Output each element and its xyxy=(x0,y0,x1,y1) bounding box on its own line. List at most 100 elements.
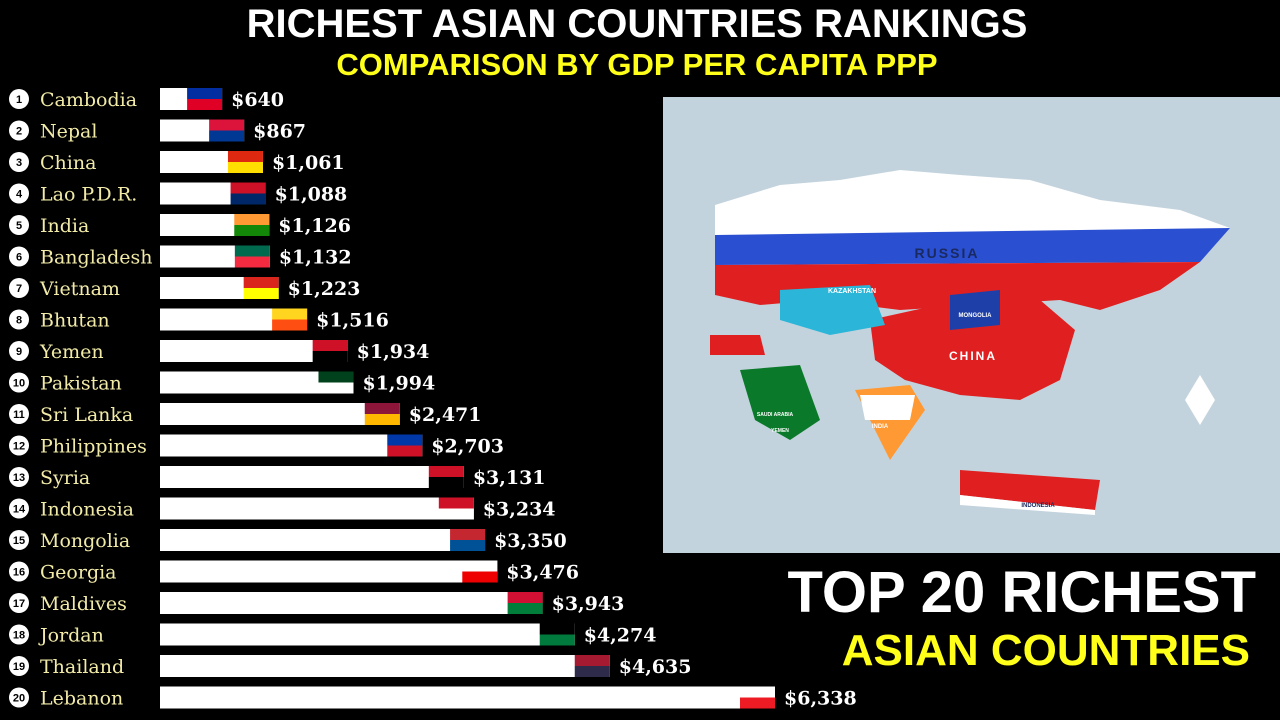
flag xyxy=(230,182,266,194)
flag xyxy=(387,445,423,457)
flag xyxy=(438,497,474,509)
value-label: $4,635 xyxy=(619,656,692,678)
map-indonesia xyxy=(960,470,1100,510)
flag xyxy=(227,151,263,162)
category-label: Mongolia xyxy=(40,530,130,552)
category-label: Jordan xyxy=(38,625,104,647)
flag xyxy=(234,214,270,225)
map-label: KAZAKHSTAN xyxy=(828,288,876,295)
bar xyxy=(160,371,354,394)
compass xyxy=(1185,375,1215,425)
category-label: India xyxy=(40,215,89,237)
category-label: China xyxy=(40,152,96,174)
flag xyxy=(539,634,575,646)
bar xyxy=(160,308,308,331)
rank-badge xyxy=(9,467,29,487)
flag xyxy=(187,99,223,110)
rank: 2 xyxy=(16,126,22,138)
flag xyxy=(740,697,775,709)
flag xyxy=(507,603,543,614)
flag xyxy=(364,403,400,414)
bar xyxy=(160,655,610,677)
map-mongolia xyxy=(950,290,1000,330)
flag xyxy=(318,371,354,383)
map-label: INDONESIA xyxy=(1021,503,1055,509)
bar xyxy=(160,560,498,583)
value-label: $3,943 xyxy=(552,593,625,615)
rank: 19 xyxy=(13,661,25,673)
category-label: Georgia xyxy=(40,562,117,584)
rank: 8 xyxy=(16,315,22,327)
category-label: Thailand xyxy=(40,656,124,678)
map-indonesia-band xyxy=(960,495,1095,515)
category-label: Bangladesh xyxy=(40,247,153,269)
chart-title: RICHEST ASIAN COUNTRIES RANKINGS xyxy=(247,2,1028,46)
flag xyxy=(234,245,270,257)
map-china xyxy=(870,300,1075,400)
rank: 14 xyxy=(13,504,26,516)
rank-badge xyxy=(9,593,29,613)
map-label: YEMEN xyxy=(771,428,789,434)
flag xyxy=(364,414,400,425)
category-label: Lebanon xyxy=(40,688,123,710)
rank-badge xyxy=(9,183,29,204)
map-label: RUSSIA xyxy=(915,245,980,261)
rank: 5 xyxy=(16,220,22,232)
rank: 20 xyxy=(13,693,25,705)
bar xyxy=(160,403,400,425)
category-label: Lao P.D.R. xyxy=(40,184,137,206)
flag xyxy=(462,560,498,572)
value-label: $1,223 xyxy=(288,278,361,300)
flag xyxy=(450,529,486,540)
rank-badge xyxy=(9,624,29,645)
map: RUSSIA CHINA KAZAKHSTAN MONGOLIA INDIA INDONE… xyxy=(663,97,1280,553)
flag xyxy=(209,130,245,142)
value-label: $3,131 xyxy=(473,467,546,489)
rank: 17 xyxy=(13,598,25,610)
rank-badge xyxy=(9,341,29,361)
category-label: Indonesia xyxy=(40,499,134,521)
bar xyxy=(160,623,575,646)
flag xyxy=(450,540,486,551)
map-india-band xyxy=(860,395,915,420)
value-label: $1,516 xyxy=(316,310,389,332)
value-label: $1,126 xyxy=(278,215,351,237)
bar xyxy=(160,497,474,520)
category-label: Cambodia xyxy=(40,89,137,111)
bar xyxy=(160,592,543,614)
bar xyxy=(160,529,486,551)
flag xyxy=(187,88,223,99)
flag xyxy=(209,119,245,131)
flag xyxy=(438,508,474,520)
value-label: $3,350 xyxy=(494,530,567,552)
flag xyxy=(272,319,308,331)
rank-badge xyxy=(9,687,29,708)
chart-subtitle: COMPARISON BY GDP PER CAPITA PPP xyxy=(336,47,937,82)
rank-badge xyxy=(9,404,29,424)
rank: 4 xyxy=(16,189,23,201)
flag xyxy=(507,592,543,603)
value-label: $6,338 xyxy=(784,688,857,710)
rank-badge xyxy=(9,372,29,393)
bar xyxy=(160,434,423,457)
rank-badge xyxy=(9,656,29,676)
map-label: SAUDI ARABIA xyxy=(757,412,794,418)
flag xyxy=(230,193,266,205)
rank: 15 xyxy=(13,535,25,547)
category-label: Pakistan xyxy=(40,373,122,395)
flag xyxy=(312,351,348,362)
flag xyxy=(428,466,464,477)
value-label: $1,132 xyxy=(279,247,352,269)
rank-badge xyxy=(9,120,29,141)
value-label: $867 xyxy=(253,121,306,143)
rank: 16 xyxy=(13,567,25,579)
flag xyxy=(574,655,610,666)
headline-line1: TOP 20 RICHEST xyxy=(788,560,1256,625)
value-label: $1,088 xyxy=(275,184,348,206)
category-label: Sri Lanka xyxy=(40,404,133,426)
value-label: $1,061 xyxy=(272,152,345,174)
rank: 13 xyxy=(13,472,25,484)
value-label: $2,703 xyxy=(431,436,504,458)
category-label: Bhutan xyxy=(40,310,110,332)
